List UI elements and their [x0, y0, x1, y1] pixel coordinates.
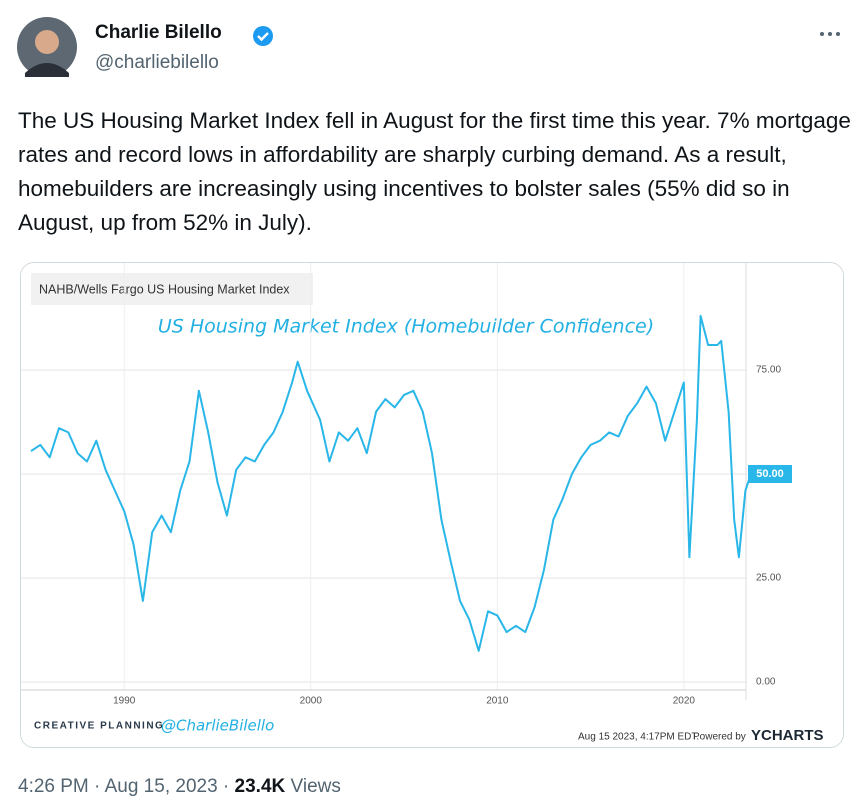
x-tick-label: 2000	[300, 696, 323, 707]
x-tick-label: 2010	[486, 696, 509, 707]
verified-badge	[253, 26, 273, 46]
chart-background	[21, 263, 843, 747]
author-handle[interactable]: @charliebilello	[95, 52, 219, 73]
logo: YCHARTS	[751, 727, 824, 744]
tweet-meta: 4:26 PM · Aug 15, 2023 · 23.4K Views	[18, 776, 341, 798]
views-label: Views	[290, 776, 341, 797]
last-value-badge	[748, 464, 792, 483]
last-value-label: 50.00	[756, 468, 784, 480]
tweet-time[interactable]: 4:26 PM · Aug 15, 2023 ·	[18, 776, 235, 797]
x-tick-label: 2020	[673, 696, 696, 707]
y-tick-label: 75.00	[756, 365, 781, 376]
timestamp: Aug 15 2023, 4:17PM EDT.	[578, 732, 699, 743]
y-tick-label: 25.00	[756, 573, 781, 584]
source-box	[31, 273, 313, 305]
x-tick-label: 1990	[113, 696, 136, 707]
brand: CREATIVE PLANNING	[34, 721, 164, 732]
powered-by: Powered by	[693, 732, 746, 743]
chart-title: US Housing Market Index (Homebuilder Con…	[158, 316, 654, 338]
views-count: 23.4K	[234, 776, 286, 797]
author-name[interactable]: Charlie Bilello	[95, 22, 222, 43]
data-line	[30, 314, 752, 652]
watermark: @CharlieBilello	[161, 717, 274, 735]
more-button[interactable]	[818, 30, 842, 38]
chart-source: NAHB/Wells Fargo US Housing Market Index	[39, 282, 290, 296]
chart: NAHB/Wells Fargo US Housing Market Index…	[21, 263, 843, 747]
avatar[interactable]	[17, 17, 77, 77]
tweet-text: The US Housing Market Index fell in Augu…	[18, 108, 851, 235]
media-card[interactable]: NAHB/Wells Fargo US Housing Market Index…	[20, 262, 844, 748]
y-tick-label: 0.00	[756, 677, 776, 688]
